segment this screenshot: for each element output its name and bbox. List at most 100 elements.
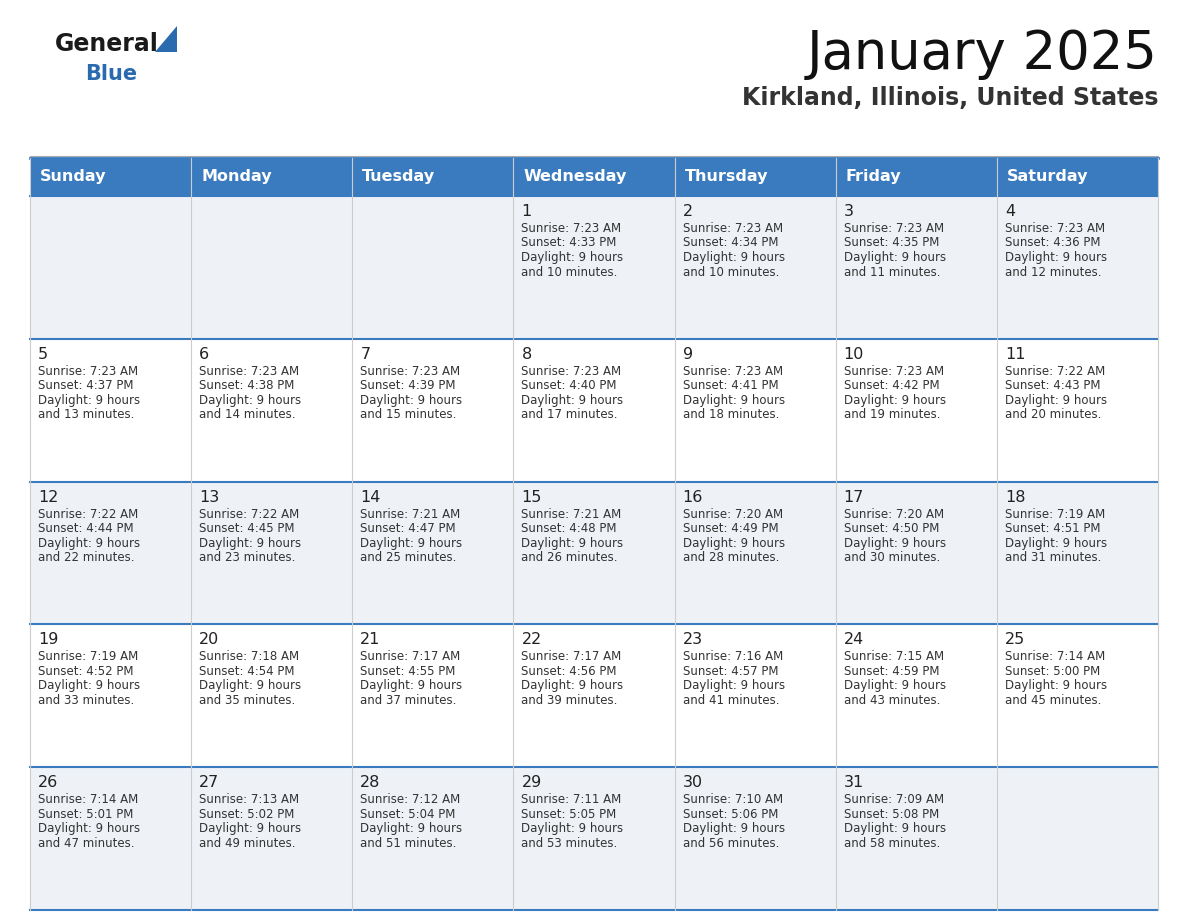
Text: Sunrise: 7:13 AM: Sunrise: 7:13 AM [200, 793, 299, 806]
Text: Sunset: 4:33 PM: Sunset: 4:33 PM [522, 237, 617, 250]
Text: and 31 minutes.: and 31 minutes. [1005, 551, 1101, 564]
Text: 26: 26 [38, 775, 58, 790]
Text: Sunrise: 7:20 AM: Sunrise: 7:20 AM [683, 508, 783, 521]
Text: Sunrise: 7:17 AM: Sunrise: 7:17 AM [360, 650, 461, 664]
Text: Sunrise: 7:23 AM: Sunrise: 7:23 AM [1005, 222, 1105, 235]
Text: Wednesday: Wednesday [524, 170, 627, 185]
Text: Sunrise: 7:23 AM: Sunrise: 7:23 AM [843, 364, 943, 378]
Text: and 47 minutes.: and 47 minutes. [38, 836, 134, 850]
Text: Sunrise: 7:22 AM: Sunrise: 7:22 AM [1005, 364, 1105, 378]
Text: Blue: Blue [86, 64, 137, 84]
Text: 22: 22 [522, 633, 542, 647]
Text: Sunset: 4:52 PM: Sunset: 4:52 PM [38, 665, 133, 677]
Text: 11: 11 [1005, 347, 1025, 362]
Text: Sunrise: 7:16 AM: Sunrise: 7:16 AM [683, 650, 783, 664]
Text: Sunset: 4:51 PM: Sunset: 4:51 PM [1005, 522, 1100, 535]
Text: Daylight: 9 hours: Daylight: 9 hours [38, 823, 140, 835]
Text: and 53 minutes.: and 53 minutes. [522, 836, 618, 850]
Polygon shape [154, 26, 177, 52]
Text: Sunrise: 7:19 AM: Sunrise: 7:19 AM [1005, 508, 1105, 521]
Text: Daylight: 9 hours: Daylight: 9 hours [360, 679, 462, 692]
Text: 28: 28 [360, 775, 380, 790]
Text: Daylight: 9 hours: Daylight: 9 hours [1005, 679, 1107, 692]
Text: and 12 minutes.: and 12 minutes. [1005, 265, 1101, 278]
Text: Daylight: 9 hours: Daylight: 9 hours [200, 679, 302, 692]
Text: 20: 20 [200, 633, 220, 647]
Text: Sunset: 5:05 PM: Sunset: 5:05 PM [522, 808, 617, 821]
Text: and 22 minutes.: and 22 minutes. [38, 551, 134, 564]
Text: Sunrise: 7:12 AM: Sunrise: 7:12 AM [360, 793, 461, 806]
Text: Sunset: 5:06 PM: Sunset: 5:06 PM [683, 808, 778, 821]
Text: Daylight: 9 hours: Daylight: 9 hours [38, 679, 140, 692]
Text: and 14 minutes.: and 14 minutes. [200, 409, 296, 421]
Text: 17: 17 [843, 489, 864, 505]
Text: 31: 31 [843, 775, 864, 790]
Text: Daylight: 9 hours: Daylight: 9 hours [522, 251, 624, 264]
Text: 18: 18 [1005, 489, 1025, 505]
Text: and 45 minutes.: and 45 minutes. [1005, 694, 1101, 707]
Text: Sunset: 4:34 PM: Sunset: 4:34 PM [683, 237, 778, 250]
Text: Daylight: 9 hours: Daylight: 9 hours [200, 394, 302, 407]
Text: Tuesday: Tuesday [362, 170, 436, 185]
Text: Sunrise: 7:15 AM: Sunrise: 7:15 AM [843, 650, 943, 664]
Text: and 15 minutes.: and 15 minutes. [360, 409, 456, 421]
Text: 6: 6 [200, 347, 209, 362]
Text: Sunrise: 7:23 AM: Sunrise: 7:23 AM [683, 222, 783, 235]
Text: Sunrise: 7:23 AM: Sunrise: 7:23 AM [683, 364, 783, 378]
Text: Sunset: 4:50 PM: Sunset: 4:50 PM [843, 522, 939, 535]
Bar [30, 196, 1158, 339]
Text: Daylight: 9 hours: Daylight: 9 hours [843, 394, 946, 407]
Text: 27: 27 [200, 775, 220, 790]
Text: Daylight: 9 hours: Daylight: 9 hours [360, 823, 462, 835]
Text: 8: 8 [522, 347, 532, 362]
Text: and 30 minutes.: and 30 minutes. [843, 551, 940, 564]
Text: Sunrise: 7:11 AM: Sunrise: 7:11 AM [522, 793, 621, 806]
Text: 24: 24 [843, 633, 864, 647]
Text: Daylight: 9 hours: Daylight: 9 hours [522, 394, 624, 407]
Text: Sunset: 5:04 PM: Sunset: 5:04 PM [360, 808, 456, 821]
Text: and 28 minutes.: and 28 minutes. [683, 551, 779, 564]
Text: and 41 minutes.: and 41 minutes. [683, 694, 779, 707]
Text: Sunrise: 7:23 AM: Sunrise: 7:23 AM [200, 364, 299, 378]
Text: Sunset: 5:08 PM: Sunset: 5:08 PM [843, 808, 939, 821]
Text: Daylight: 9 hours: Daylight: 9 hours [683, 251, 785, 264]
Text: Sunset: 4:48 PM: Sunset: 4:48 PM [522, 522, 617, 535]
Text: Sunrise: 7:23 AM: Sunrise: 7:23 AM [38, 364, 138, 378]
Text: and 25 minutes.: and 25 minutes. [360, 551, 456, 564]
Bar [30, 158, 1158, 196]
Text: and 58 minutes.: and 58 minutes. [843, 836, 940, 850]
Text: Sunrise: 7:14 AM: Sunrise: 7:14 AM [1005, 650, 1105, 664]
Text: Daylight: 9 hours: Daylight: 9 hours [683, 823, 785, 835]
Text: and 35 minutes.: and 35 minutes. [200, 694, 296, 707]
Text: and 39 minutes.: and 39 minutes. [522, 694, 618, 707]
Text: Daylight: 9 hours: Daylight: 9 hours [683, 679, 785, 692]
Text: Sunrise: 7:10 AM: Sunrise: 7:10 AM [683, 793, 783, 806]
Text: 3: 3 [843, 204, 854, 219]
Text: Sunrise: 7:23 AM: Sunrise: 7:23 AM [522, 364, 621, 378]
Text: and 43 minutes.: and 43 minutes. [843, 694, 940, 707]
Text: Saturday: Saturday [1007, 170, 1088, 185]
Text: and 37 minutes.: and 37 minutes. [360, 694, 456, 707]
Text: Daylight: 9 hours: Daylight: 9 hours [1005, 537, 1107, 550]
Text: Friday: Friday [846, 170, 902, 185]
Text: Daylight: 9 hours: Daylight: 9 hours [683, 537, 785, 550]
Text: Sunrise: 7:14 AM: Sunrise: 7:14 AM [38, 793, 138, 806]
Text: Sunrise: 7:19 AM: Sunrise: 7:19 AM [38, 650, 138, 664]
Text: Sunset: 5:00 PM: Sunset: 5:00 PM [1005, 665, 1100, 677]
Bar [30, 767, 1158, 910]
Text: Daylight: 9 hours: Daylight: 9 hours [1005, 251, 1107, 264]
Text: Daylight: 9 hours: Daylight: 9 hours [522, 537, 624, 550]
Text: 9: 9 [683, 347, 693, 362]
Text: Daylight: 9 hours: Daylight: 9 hours [200, 823, 302, 835]
Text: Daylight: 9 hours: Daylight: 9 hours [843, 679, 946, 692]
Text: 16: 16 [683, 489, 703, 505]
Text: 30: 30 [683, 775, 702, 790]
Text: Daylight: 9 hours: Daylight: 9 hours [38, 537, 140, 550]
Text: Daylight: 9 hours: Daylight: 9 hours [1005, 394, 1107, 407]
Text: Daylight: 9 hours: Daylight: 9 hours [843, 823, 946, 835]
Text: 29: 29 [522, 775, 542, 790]
Text: Sunset: 4:35 PM: Sunset: 4:35 PM [843, 237, 939, 250]
Text: Kirkland, Illinois, United States: Kirkland, Illinois, United States [741, 86, 1158, 110]
Text: Sunset: 5:02 PM: Sunset: 5:02 PM [200, 808, 295, 821]
Text: Sunrise: 7:17 AM: Sunrise: 7:17 AM [522, 650, 621, 664]
